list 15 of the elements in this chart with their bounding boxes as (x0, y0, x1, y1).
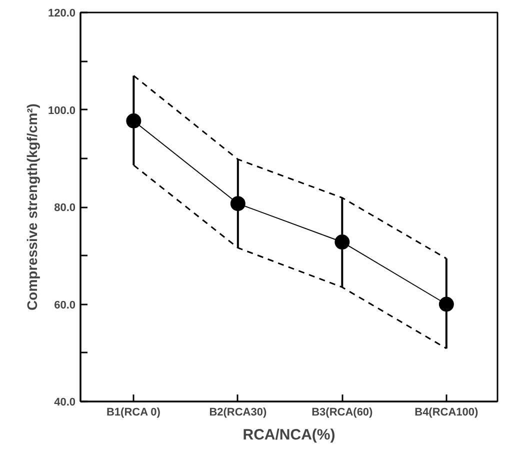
x-tick-label: B2(RCA30) (209, 406, 267, 418)
x-tick-label: B3(RCA(60) (312, 406, 374, 418)
y-tick-label: 80.0 (54, 202, 76, 214)
point (230, 196, 246, 212)
y-axis-title: Compressive strength(kgf/cm²) (24, 104, 40, 310)
x-tick-label: B1(RCA 0) (106, 406, 161, 418)
y-tick-label: 100.0 (48, 104, 76, 117)
point (126, 113, 142, 128)
y-tick-label: 40.0 (54, 396, 76, 408)
x-tick-label: B4(RCA100) (414, 406, 479, 418)
point (334, 234, 350, 250)
x-axis-title: RCA/NCA(%) (242, 426, 336, 444)
y-tick-label: 120.0 (48, 8, 76, 20)
point (438, 296, 454, 312)
y-tick-label: 60.0 (54, 299, 76, 312)
